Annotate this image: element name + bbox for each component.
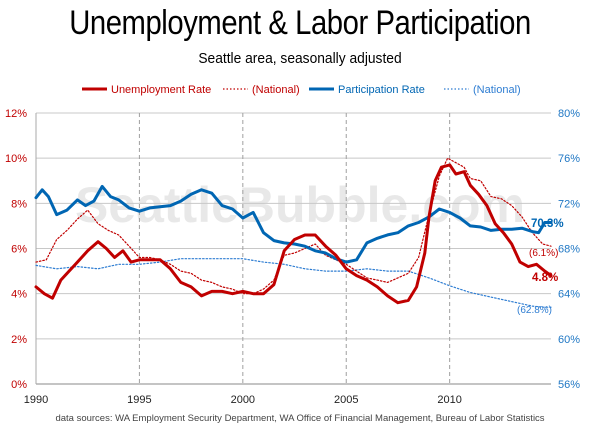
watermark-text: SeattleBubble.com bbox=[75, 177, 525, 233]
y-left-tick-label: 2% bbox=[11, 334, 27, 346]
annotations: 70.3% 4.8% (6.1%) (62.8%) bbox=[517, 218, 564, 316]
chart-subtitle: Seattle area, seasonally adjusted bbox=[198, 50, 402, 67]
grid bbox=[35, 112, 551, 385]
x-tick-label: 2005 bbox=[334, 394, 358, 406]
watermark: SeattleBubble.com bbox=[75, 177, 525, 233]
legend-label: Participation Rate bbox=[338, 84, 425, 96]
x-tick-label: 2000 bbox=[231, 394, 255, 406]
y-left-tick-label: 0% bbox=[11, 379, 27, 391]
y-right-tick-label: 72% bbox=[558, 198, 580, 210]
series-line-national-unemployment bbox=[35, 157, 552, 295]
x-tick-label: 1995 bbox=[127, 394, 151, 406]
y-right-tick-label: 60% bbox=[558, 334, 580, 346]
y-left-tick-label: 12% bbox=[5, 108, 27, 120]
y-right-tick-label: 64% bbox=[558, 289, 580, 301]
legend: Unemployment Rate (National) Participation… bbox=[82, 84, 521, 96]
y-right-tick-label: 56% bbox=[558, 379, 580, 391]
annotation-national-participation-end: (62.8%) bbox=[517, 305, 552, 316]
series-line-seattle-unemployment bbox=[34, 163, 553, 305]
y-left-tick-label: 4% bbox=[11, 289, 27, 301]
x-tick-label: 2010 bbox=[437, 394, 461, 406]
chart-title: Unemployment & Labor Participation bbox=[69, 4, 531, 42]
legend-label: Unemployment Rate bbox=[111, 84, 211, 96]
y-left-tick-label: 8% bbox=[11, 198, 27, 210]
series-lines bbox=[34, 157, 553, 308]
source-note: data sources: WA Employment Security Dep… bbox=[55, 413, 544, 424]
legend-label: (National) bbox=[473, 84, 521, 96]
series-line-national-participation bbox=[35, 258, 552, 308]
tick-labels: 0% 56% 2% 60% 4% 64% 6% 68% 8% 72% 10% 76% 12% 80% 199… bbox=[5, 108, 580, 406]
y-left-tick-label: 6% bbox=[11, 244, 27, 256]
x-tick-label: 1990 bbox=[24, 394, 48, 406]
y-right-tick-label: 80% bbox=[558, 108, 580, 120]
annotation-participation-end: 70.3% bbox=[531, 218, 564, 230]
y-left-tick-label: 10% bbox=[5, 153, 27, 165]
annotation-national-unemployment-end: (6.1%) bbox=[529, 248, 558, 259]
y-right-tick-label: 76% bbox=[558, 153, 580, 165]
legend-label: (National) bbox=[252, 84, 300, 96]
annotation-unemployment-end: 4.8% bbox=[532, 272, 558, 284]
y-right-tick-label: 68% bbox=[558, 244, 580, 256]
